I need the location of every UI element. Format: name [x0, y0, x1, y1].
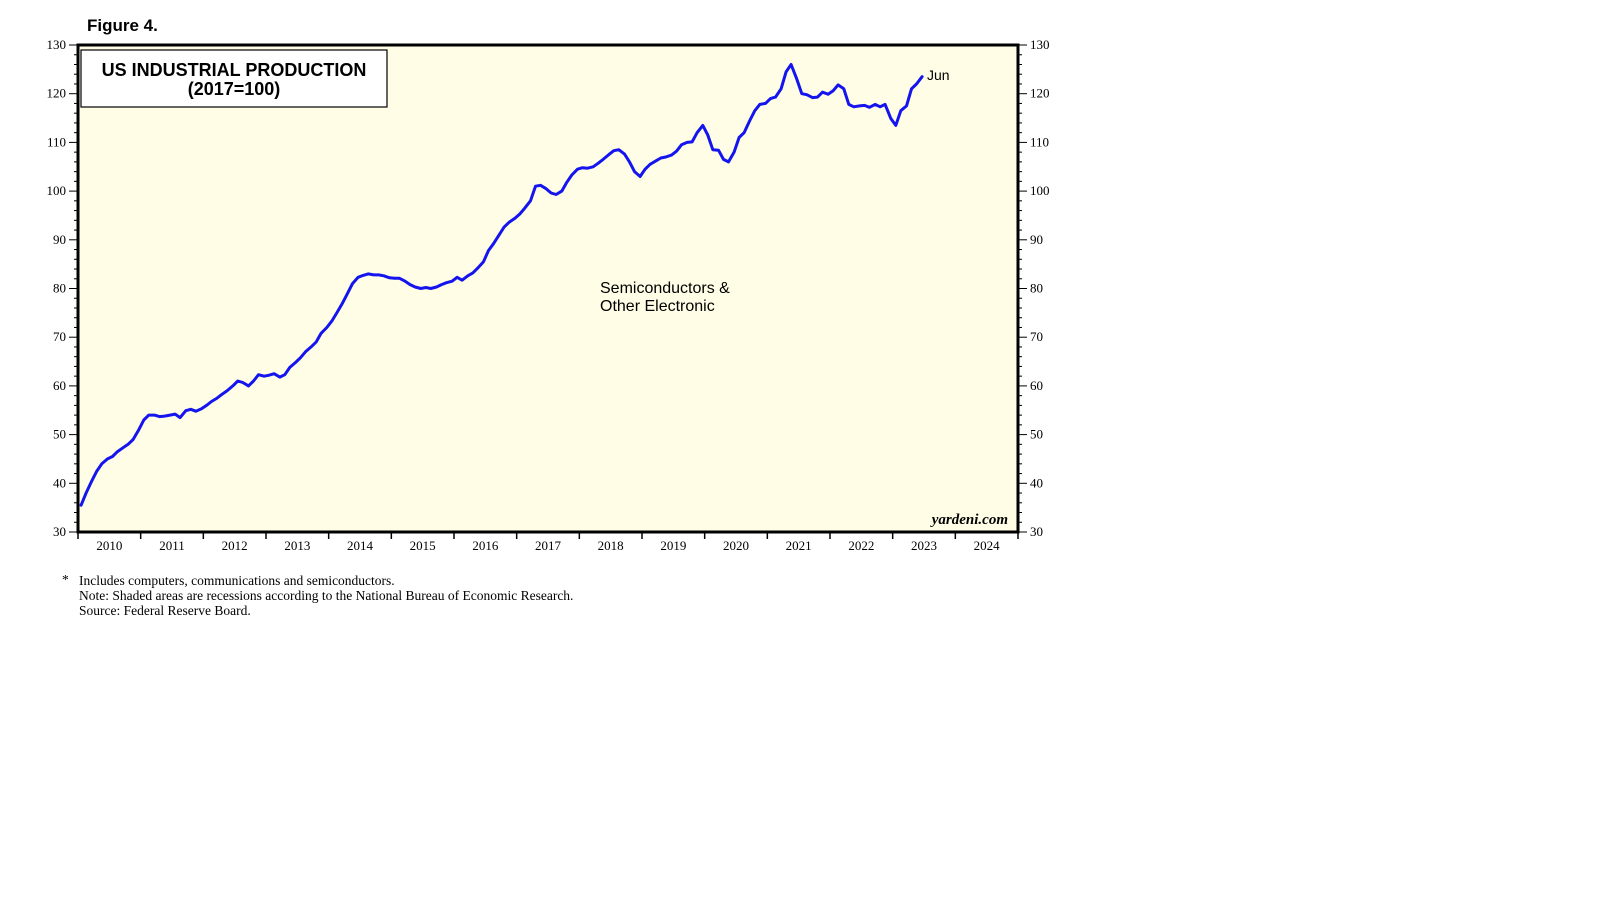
x-axis: 2010 2011 2012 2013 2014 2015 2016 2017 2018 2019…	[77, 532, 1019, 553]
x-tick-label: 2015	[410, 538, 436, 553]
y-tick-label-right: 50	[1030, 427, 1043, 442]
y-tick-label-right: 110	[1030, 134, 1049, 149]
x-tick-label: 2017	[535, 538, 562, 553]
y-tick-label-right: 120	[1030, 86, 1050, 101]
y-tick-label-right: 60	[1030, 378, 1043, 393]
x-tick-label: 2023	[911, 538, 937, 553]
x-tick-label: 2020	[723, 538, 749, 553]
series-line-semiconductors	[79, 63, 924, 507]
y-tick-label-left: 60	[53, 378, 66, 393]
y-axis-left: 30 40 50 60 70 80 90 100 110 120 130	[47, 37, 78, 539]
y-tick-label-right: 30	[1030, 524, 1043, 539]
x-tick-label: 2016	[472, 538, 499, 553]
y-tick-label-left: 40	[53, 475, 66, 490]
y-tick-label-left: 80	[53, 281, 66, 296]
footnote-line-3: Source: Federal Reserve Board.	[79, 603, 251, 618]
chart-title: US INDUSTRIAL PRODUCTION	[102, 60, 367, 80]
plot-background	[78, 45, 1018, 532]
x-tick-label: 2019	[660, 538, 686, 553]
y-tick-label-left: 50	[53, 427, 66, 442]
footnote-marker: *	[62, 572, 69, 587]
series-label-line-2: Other Electronic	[600, 298, 715, 315]
y-tick-label-left: 70	[53, 329, 66, 344]
end-label: Jun	[927, 67, 950, 83]
y-tick-label-left: 30	[53, 524, 66, 539]
x-tick-label: 2012	[222, 538, 248, 553]
watermark: yardeni.com	[930, 512, 1008, 528]
y-tick-label-left: 100	[47, 183, 67, 198]
chart-subtitle: (2017=100)	[188, 79, 281, 99]
x-tick-label: 2010	[96, 538, 122, 553]
x-tick-label: 2014	[347, 538, 374, 553]
y-tick-label-right: 100	[1030, 183, 1050, 198]
y-tick-label-left: 90	[53, 232, 66, 247]
y-tick-label-left: 120	[47, 86, 67, 101]
y-tick-label-right: 90	[1030, 232, 1043, 247]
y-tick-label-right: 40	[1030, 475, 1043, 490]
series-label-line-1: Semiconductors &	[600, 280, 730, 297]
x-tick-label: 2022	[848, 538, 874, 553]
title-box	[80, 49, 388, 108]
plot-frame	[76, 43, 1020, 534]
x-tick-label: 2021	[786, 538, 812, 553]
y-axis-right: 30 40 50 60 70 80 90 100 110 120 130	[1018, 37, 1050, 539]
x-tick-label: 2013	[284, 538, 310, 553]
footnote-line-1: Includes computers, communications and s…	[79, 573, 395, 588]
x-tick-label: 2011	[159, 538, 185, 553]
footnote-line-2: Note: Shaded areas are recessions accord…	[79, 588, 573, 603]
y-tick-label-left: 110	[47, 134, 66, 149]
x-tick-label: 2024	[974, 538, 1001, 553]
y-tick-label-right: 80	[1030, 281, 1043, 296]
y-tick-label-left: 130	[47, 37, 67, 52]
figure-label: Figure 4.	[87, 16, 158, 35]
y-tick-label-right: 130	[1030, 37, 1050, 52]
y-tick-label-right: 70	[1030, 329, 1043, 344]
x-tick-label: 2018	[598, 538, 624, 553]
